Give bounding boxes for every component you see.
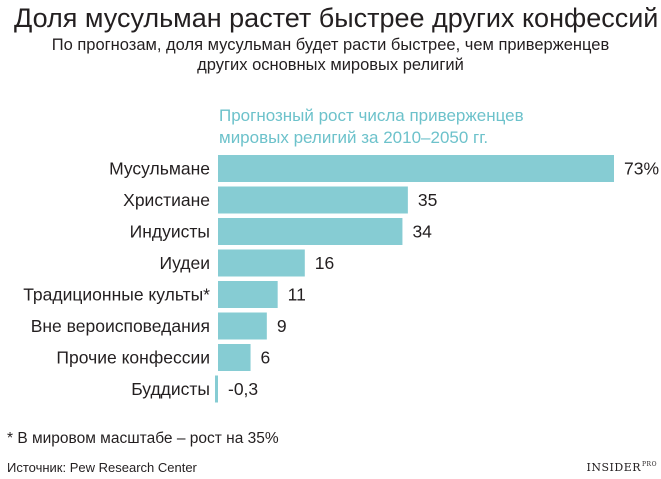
chart-title-line-2: мировых религий за 2010–2050 гг. bbox=[219, 128, 489, 147]
value-label-8: -0,3 bbox=[228, 379, 258, 399]
source-note: Источник: Pew Research Center bbox=[7, 460, 197, 475]
bar-4 bbox=[218, 249, 305, 277]
chart-title-line-1: Прогнозный рост числа приверженцев bbox=[219, 106, 524, 125]
bar-8 bbox=[215, 375, 218, 403]
value-label-7: 6 bbox=[261, 348, 271, 368]
value-label-3: 34 bbox=[412, 222, 432, 242]
value-label-1: 73% bbox=[624, 159, 659, 179]
bar-1 bbox=[218, 155, 614, 182]
footnote: * В мировом масштабе – рост на 35% bbox=[7, 430, 279, 447]
value-label-4: 16 bbox=[315, 253, 334, 273]
logo-superscript: PRO bbox=[642, 461, 657, 469]
category-label-1: Мусульмане bbox=[109, 159, 210, 179]
subtitle-line-1: По прогнозам, доля мусульман будет расти… bbox=[51, 36, 610, 54]
value-label-6: 9 bbox=[277, 316, 287, 336]
chart-headline: Доля мусульман растет быстрее других кон… bbox=[14, 3, 659, 33]
logo-text: INSIDER bbox=[586, 461, 642, 474]
category-label-3: Индуисты bbox=[130, 222, 210, 242]
bar-3 bbox=[218, 218, 403, 245]
chart-subtitle: По прогнозам, доля мусульман будет расти… bbox=[0, 35, 661, 75]
insider-pro-logo: INSIDERPRO bbox=[587, 461, 657, 474]
value-label-5: 11 bbox=[288, 285, 306, 305]
category-label-6: Вне вероисповедания bbox=[31, 316, 210, 336]
bar-5 bbox=[218, 281, 278, 308]
category-label-4: Иудеи bbox=[160, 253, 210, 273]
bar-6 bbox=[218, 312, 267, 340]
bar-2 bbox=[218, 186, 408, 214]
chart-title: Прогнозный рост числа приверженцев миров… bbox=[219, 105, 524, 149]
value-label-2: 35 bbox=[418, 190, 437, 210]
category-label-8: Буддисты bbox=[131, 379, 210, 399]
category-label-2: Христиане bbox=[123, 190, 210, 210]
bar-7 bbox=[218, 344, 251, 371]
category-label-7: Прочие конфессии bbox=[56, 348, 210, 368]
category-label-5: Традиционные культы* bbox=[23, 285, 210, 305]
subtitle-line-2: других основных мировых религий bbox=[197, 56, 464, 74]
